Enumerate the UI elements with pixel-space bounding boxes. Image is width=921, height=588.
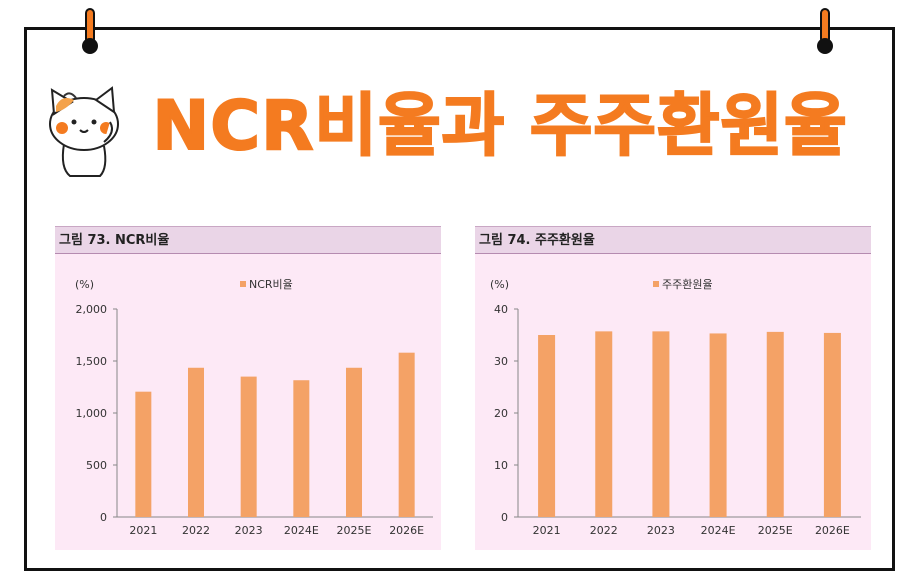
chart-title: 그림 73. NCR비율 [55,226,441,254]
x-tick-label: 2026E [389,524,424,537]
legend-label: 주주환원율 [662,278,713,291]
bar [398,352,415,517]
cat-mascot-icon [49,86,119,177]
bar [346,367,362,517]
legend-label: NCR비율 [249,278,293,291]
bar [766,331,784,517]
binder-pin-icon [817,8,833,54]
legend-swatch [653,281,659,287]
legend-swatch [240,281,246,287]
x-tick-label: 2022 [182,524,210,537]
bar [293,380,310,517]
bar [240,376,257,517]
y-tick-label: 2,000 [76,303,108,316]
shareholder-return-bar-chart: (%) 주주환원율 0 10 20 30 40 2021 2022 2023 2024E 2025E 2… [490,278,861,537]
y-tick-label: 30 [494,355,508,368]
binder-pin-icon [82,8,98,54]
ncr-bar-chart: (%) NCR비율 0 500 1,000 1,500 2,000 2021 2022 2023 2… [75,278,433,537]
ncr-chart-panel: 그림 73. NCR비율 (%) NCR비율 0 500 1,000 1,500 2,000… [55,226,441,550]
bar [595,331,613,517]
x-tick-label: 2025E [758,524,793,537]
bar [188,367,204,517]
bar [709,333,727,517]
x-tick-label: 2022 [590,524,618,537]
shareholder-return-chart-panel: 그림 74. 주주환원율 (%) 주주환원율 0 10 20 30 40 2021 2022 20… [475,226,871,550]
y-tick-label: 1,000 [76,407,108,420]
bar [652,331,670,517]
x-tick-label: 2021 [533,524,561,537]
y-tick-label: 40 [494,303,508,316]
chart-area: (%) 주주환원율 0 10 20 30 40 2021 2022 2023 2024E 2025E 2… [475,254,871,550]
chart-title: 그림 74. 주주환원율 [475,226,871,254]
y-tick-label: 1,500 [76,355,108,368]
y-tick-label: 20 [494,407,508,420]
bar [823,332,841,517]
x-tick-label: 2024E [284,524,319,537]
chart-area: (%) NCR비율 0 500 1,000 1,500 2,000 2021 2022 2023 2… [55,254,441,550]
x-tick-label: 2025E [337,524,372,537]
x-tick-label: 2024E [701,524,736,537]
bar [135,391,152,517]
x-tick-label: 2023 [647,524,675,537]
y-tick-label: 10 [494,459,508,472]
y-tick-label: 500 [86,459,107,472]
x-tick-label: 2021 [129,524,157,537]
y-tick-label: 0 [100,511,107,524]
unit-label: (%) [75,278,94,291]
page-title: NCR비율과 주주환원율 [151,86,848,167]
bar [538,335,556,517]
unit-label: (%) [490,278,509,291]
x-tick-label: 2026E [815,524,850,537]
y-tick-label: 0 [501,511,508,524]
x-tick-label: 2023 [235,524,263,537]
